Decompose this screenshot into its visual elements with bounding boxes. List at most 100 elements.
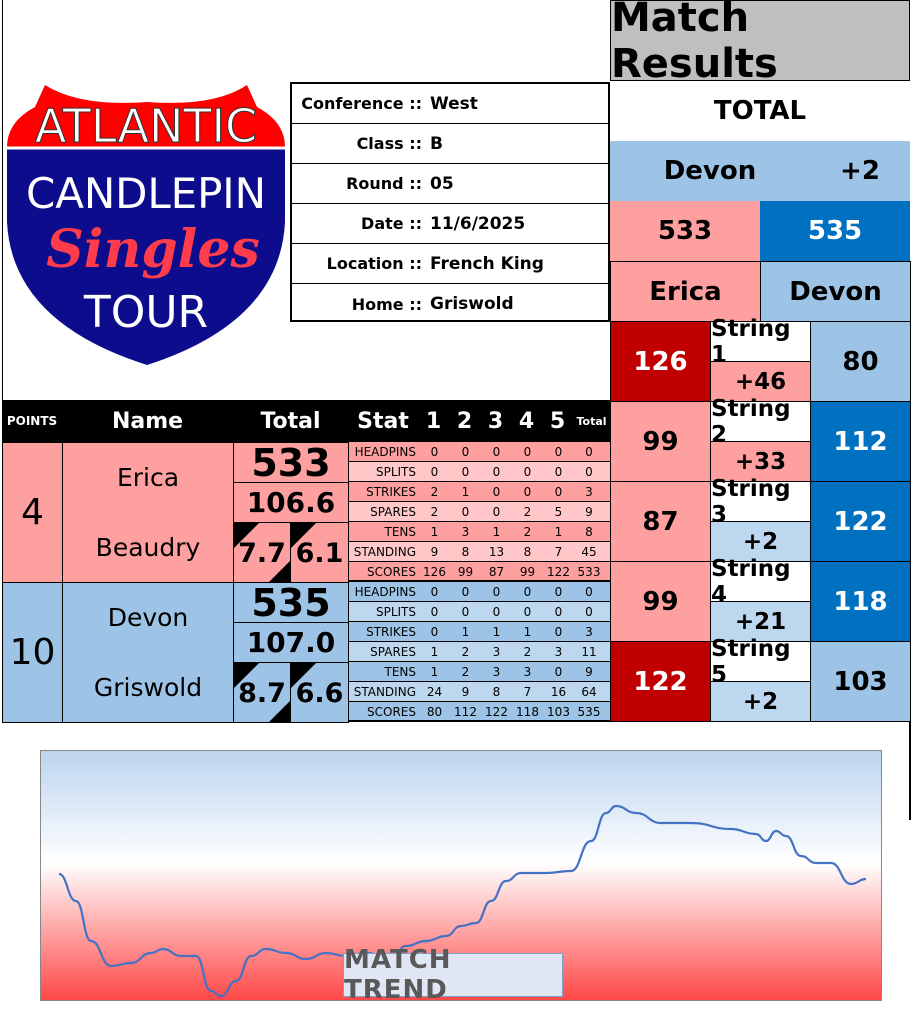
string-3-score-a: 87 — [610, 481, 711, 562]
header-game-2: 2 — [456, 408, 473, 434]
match-trend-label: MATCH TREND — [343, 945, 563, 1005]
header-game-3: 3 — [487, 408, 504, 434]
info-label: Conference :: — [301, 94, 422, 113]
stat-game-4: 118 — [516, 705, 539, 719]
header-grand-total: Total — [576, 414, 607, 428]
stat-game-5: 0 — [554, 465, 563, 479]
header-total: Total — [260, 408, 321, 434]
stat-game-4: 0 — [523, 605, 532, 619]
stat-label: SPLITS — [375, 465, 416, 479]
stat-game-1: 80 — [426, 705, 443, 719]
stat-label: HEADPINS — [354, 585, 416, 599]
stat-row-strikes: STRIKES 0 1 1 1 0 3 — [348, 622, 610, 642]
stat-game-1: 0 — [430, 605, 439, 619]
stat-game-1: 1 — [430, 525, 439, 539]
info-home: Home :: Griswold — [292, 284, 608, 324]
stat-game-4: 0 — [523, 485, 532, 499]
stat-game-2: 2 — [461, 645, 470, 659]
stat-game-3: 1 — [492, 525, 501, 539]
stat-game-4: 2 — [523, 645, 532, 659]
string-3-score-b: 122 — [810, 481, 911, 562]
stat-game-2: 3 — [461, 525, 470, 539]
stat-total: 64 — [581, 685, 597, 699]
stat-total: 11 — [581, 645, 597, 659]
player-last-name: Griswold — [93, 673, 203, 702]
stat-label: SPARES — [370, 505, 416, 519]
stat-game-1: 1 — [430, 645, 439, 659]
string-2-score-a: 99 — [610, 401, 711, 482]
stat-row-standing: STANDING 24 9 8 7 16 64 — [348, 682, 610, 702]
player-last-name: Beaudry — [95, 533, 201, 562]
leader-margin: +2 — [840, 156, 880, 186]
string-1-score-a: 126 — [610, 321, 711, 402]
string-4-diff: +21 — [710, 601, 811, 642]
header-game-4: 4 — [518, 408, 535, 434]
stat-label: HEADPINS — [354, 445, 416, 459]
stat-game-1: 24 — [426, 685, 443, 699]
player-name-cell: Devon Griswold — [62, 582, 234, 723]
player-stat-2: 6.1 — [295, 538, 344, 569]
stat-game-2: 0 — [461, 605, 470, 619]
total-label: TOTAL — [713, 96, 807, 126]
info-round: Round :: 05 — [292, 164, 608, 204]
logo-candlepin: CANDLEPIN — [26, 169, 266, 218]
stat-game-5: 103 — [547, 705, 570, 719]
stat-label: STANDING — [353, 685, 416, 699]
stat-game-3: 0 — [492, 485, 501, 499]
stat-game-5: 0 — [554, 605, 563, 619]
stat-game-2: 0 — [461, 505, 470, 519]
stat-game-5: 16 — [550, 685, 567, 699]
string-5-diff: +2 — [710, 681, 811, 722]
stat-row-spares: SPARES 1 2 3 2 3 11 — [348, 642, 610, 662]
stat-game-2: 112 — [454, 705, 477, 719]
stat-game-5: 122 — [547, 565, 570, 579]
player-total: 533 — [233, 441, 349, 485]
info-value: French King — [430, 253, 544, 274]
header-points: POINTS — [6, 414, 58, 428]
string-3-label: String 3 — [710, 476, 811, 528]
total-score-a: 533 — [610, 201, 760, 261]
player-average: 106.6 — [233, 482, 349, 523]
player-a-name: Erica — [610, 261, 761, 322]
stat-label: TENS — [384, 665, 416, 679]
player-first-name: Devon — [107, 603, 189, 632]
stat-game-1: 2 — [430, 485, 439, 499]
stat-label: TENS — [384, 525, 416, 539]
stat-label: SCORES — [367, 565, 416, 579]
stat-game-5: 5 — [554, 505, 563, 519]
player-b-name: Devon — [760, 261, 911, 322]
string-2-label: String 2 — [710, 396, 811, 448]
info-label: Date :: — [361, 214, 422, 233]
stat-total: 533 — [577, 565, 601, 579]
logo-tour: TOUR — [83, 287, 208, 338]
stat-row-scores: SCORES 80 112 122 118 103 535 — [348, 702, 610, 722]
stat-game-5: 3 — [554, 645, 563, 659]
stat-game-3: 122 — [485, 705, 508, 719]
stat-label: SPARES — [370, 645, 416, 659]
stat-total: 535 — [577, 705, 601, 719]
player-stat-1: 7.7 — [238, 538, 286, 569]
stat-game-4: 0 — [523, 465, 532, 479]
stat-label: SCORES — [367, 705, 416, 719]
match-results-title: Match Results — [610, 0, 910, 87]
stat-total: 0 — [585, 605, 593, 619]
player-stat-box-1: 8.7 — [233, 662, 291, 723]
stat-row-standing: STANDING 9 8 13 8 7 45 — [348, 542, 610, 562]
info-value: 11/6/2025 — [430, 213, 526, 234]
player-stat-1: 8.7 — [238, 678, 286, 709]
stat-game-4: 8 — [523, 545, 532, 559]
player-points: 4 — [2, 442, 63, 583]
player-stat-box-2: 6.6 — [290, 662, 349, 723]
player-stat-2: 6.6 — [295, 678, 344, 709]
stat-total: 9 — [585, 665, 593, 679]
logo-atlantic: ATLANTIC — [35, 99, 257, 153]
stat-total: 0 — [585, 585, 593, 599]
stat-game-2: 1 — [461, 625, 470, 639]
total-score-b: 535 — [760, 201, 910, 261]
info-label: Location :: — [326, 254, 422, 273]
string-4-label: String 4 — [710, 556, 811, 608]
stat-game-5: 0 — [554, 625, 563, 639]
stat-label: SPLITS — [375, 605, 416, 619]
header-game-5: 5 — [549, 408, 566, 434]
stat-game-2: 0 — [461, 445, 470, 459]
